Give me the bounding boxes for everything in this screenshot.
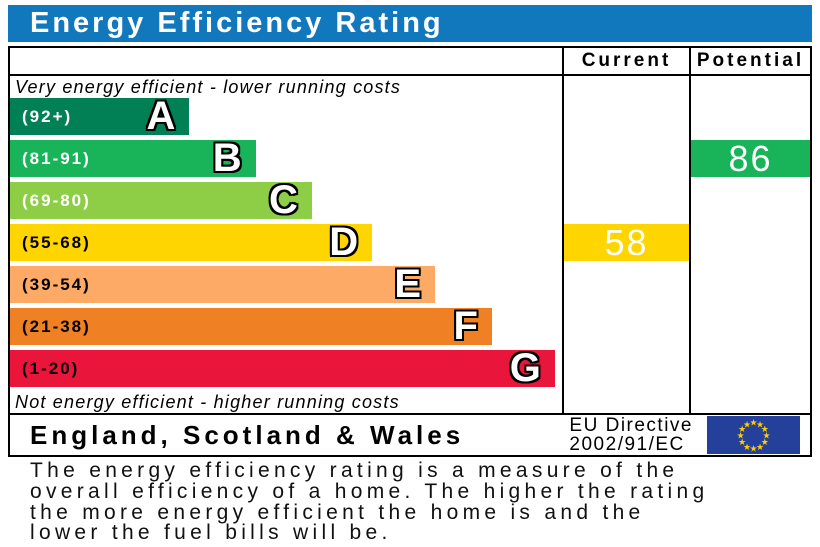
- band-bar-f: (21-38) F: [10, 304, 492, 348]
- top-note: Very energy efficient - lower running co…: [15, 76, 402, 97]
- band-row-d: (55-68) D: [10, 220, 562, 266]
- bands-area: Very energy efficient - lower running co…: [10, 76, 562, 413]
- band-row-c: (69-80) C: [10, 178, 562, 224]
- svg-text:★: ★: [738, 437, 746, 447]
- band-range-c: (69-80): [22, 190, 91, 210]
- svg-text:★: ★: [761, 424, 769, 434]
- description-line-2: overall efficiency of a home. The higher…: [30, 479, 709, 503]
- band-range-e: (39-54): [22, 274, 91, 294]
- eu-directive-line1: EU Directive: [569, 415, 693, 436]
- chart-header-spacer: [10, 48, 562, 74]
- band-row-g: (1-20) G: [10, 346, 562, 392]
- svg-text:★: ★: [743, 419, 751, 429]
- band-row-f: (21-38) F: [10, 304, 562, 350]
- current-column-header: Current: [562, 48, 689, 74]
- eu-directive-label: EU Directive 2002/91/EC: [569, 416, 693, 454]
- band-letter-e: E: [394, 262, 422, 306]
- band-range-b: (81-91): [22, 148, 91, 168]
- band-row-b: (81-91) B: [10, 136, 562, 182]
- band-range-a: (92+): [22, 106, 73, 126]
- svg-text:★: ★: [761, 437, 769, 447]
- description-line-1: The energy efficiency rating is a measur…: [30, 459, 679, 482]
- band-bar-c: (69-80) C: [10, 178, 312, 222]
- band-bar-b: (81-91) B: [10, 136, 256, 180]
- svg-text:★: ★: [756, 442, 764, 452]
- potential-column: 86: [689, 76, 810, 413]
- band-range-f: (21-38): [22, 316, 91, 336]
- band-range-d: (55-68): [22, 232, 91, 252]
- band-row-a: (92+) A: [10, 94, 562, 140]
- band-bar-a: (92+) A: [10, 94, 190, 138]
- band-letter-a: A: [146, 94, 176, 138]
- band-letter-c: C: [269, 178, 298, 222]
- current-score-badge: 58: [564, 221, 689, 263]
- potential-column-header: Potential: [689, 48, 810, 74]
- table-body: Very energy efficient - lower running co…: [10, 76, 810, 413]
- band-letter-b: B: [212, 136, 242, 180]
- svg-text:★: ★: [736, 431, 744, 441]
- page-title: Energy Efficiency Rating: [30, 7, 444, 39]
- current-column: 58: [562, 76, 689, 413]
- svg-text:★: ★: [756, 419, 764, 429]
- region-label: England, Scotland & Wales: [30, 419, 465, 450]
- region-bar: England, Scotland & Wales EU Directive 2…: [8, 413, 812, 457]
- band-letter-f: F: [453, 304, 478, 348]
- table-header-row: Current Potential: [10, 48, 810, 76]
- svg-text:★: ★: [749, 444, 757, 454]
- band-bar-g: (1-20) G: [10, 346, 555, 390]
- band-row-e: (39-54) E: [10, 262, 562, 308]
- band-bar-d: (55-68) D: [10, 220, 373, 264]
- svg-text:★: ★: [743, 442, 751, 452]
- description-line-3: the more energy efficient the home is an…: [30, 500, 645, 524]
- svg-text:★: ★: [749, 418, 757, 428]
- svg-text:★: ★: [738, 424, 746, 434]
- title-bar: Energy Efficiency Rating: [8, 5, 812, 42]
- band-range-g: (1-20): [22, 358, 80, 378]
- band-bar-e: (39-54) E: [10, 262, 436, 306]
- eu-directive-line2: 2002/91/EC: [569, 434, 685, 455]
- potential-score-badge: 86: [691, 137, 810, 179]
- description-line-4: lower the fuel bills will be.: [30, 521, 392, 545]
- eu-flag-icon: ★ ★ ★ ★ ★ ★ ★ ★ ★ ★ ★ ★: [707, 416, 800, 454]
- current-score-value: 58: [604, 221, 649, 263]
- svg-text:★: ★: [762, 431, 770, 441]
- bottom-note: Not energy efficient - higher running co…: [15, 392, 400, 412]
- band-letter-d: D: [329, 220, 359, 264]
- description-text: The energy efficiency rating is a measur…: [30, 459, 709, 545]
- band-letter-g: G: [509, 346, 541, 390]
- potential-score-value: 86: [728, 137, 773, 179]
- rating-table: Current Potential Very energy efficient …: [8, 46, 812, 415]
